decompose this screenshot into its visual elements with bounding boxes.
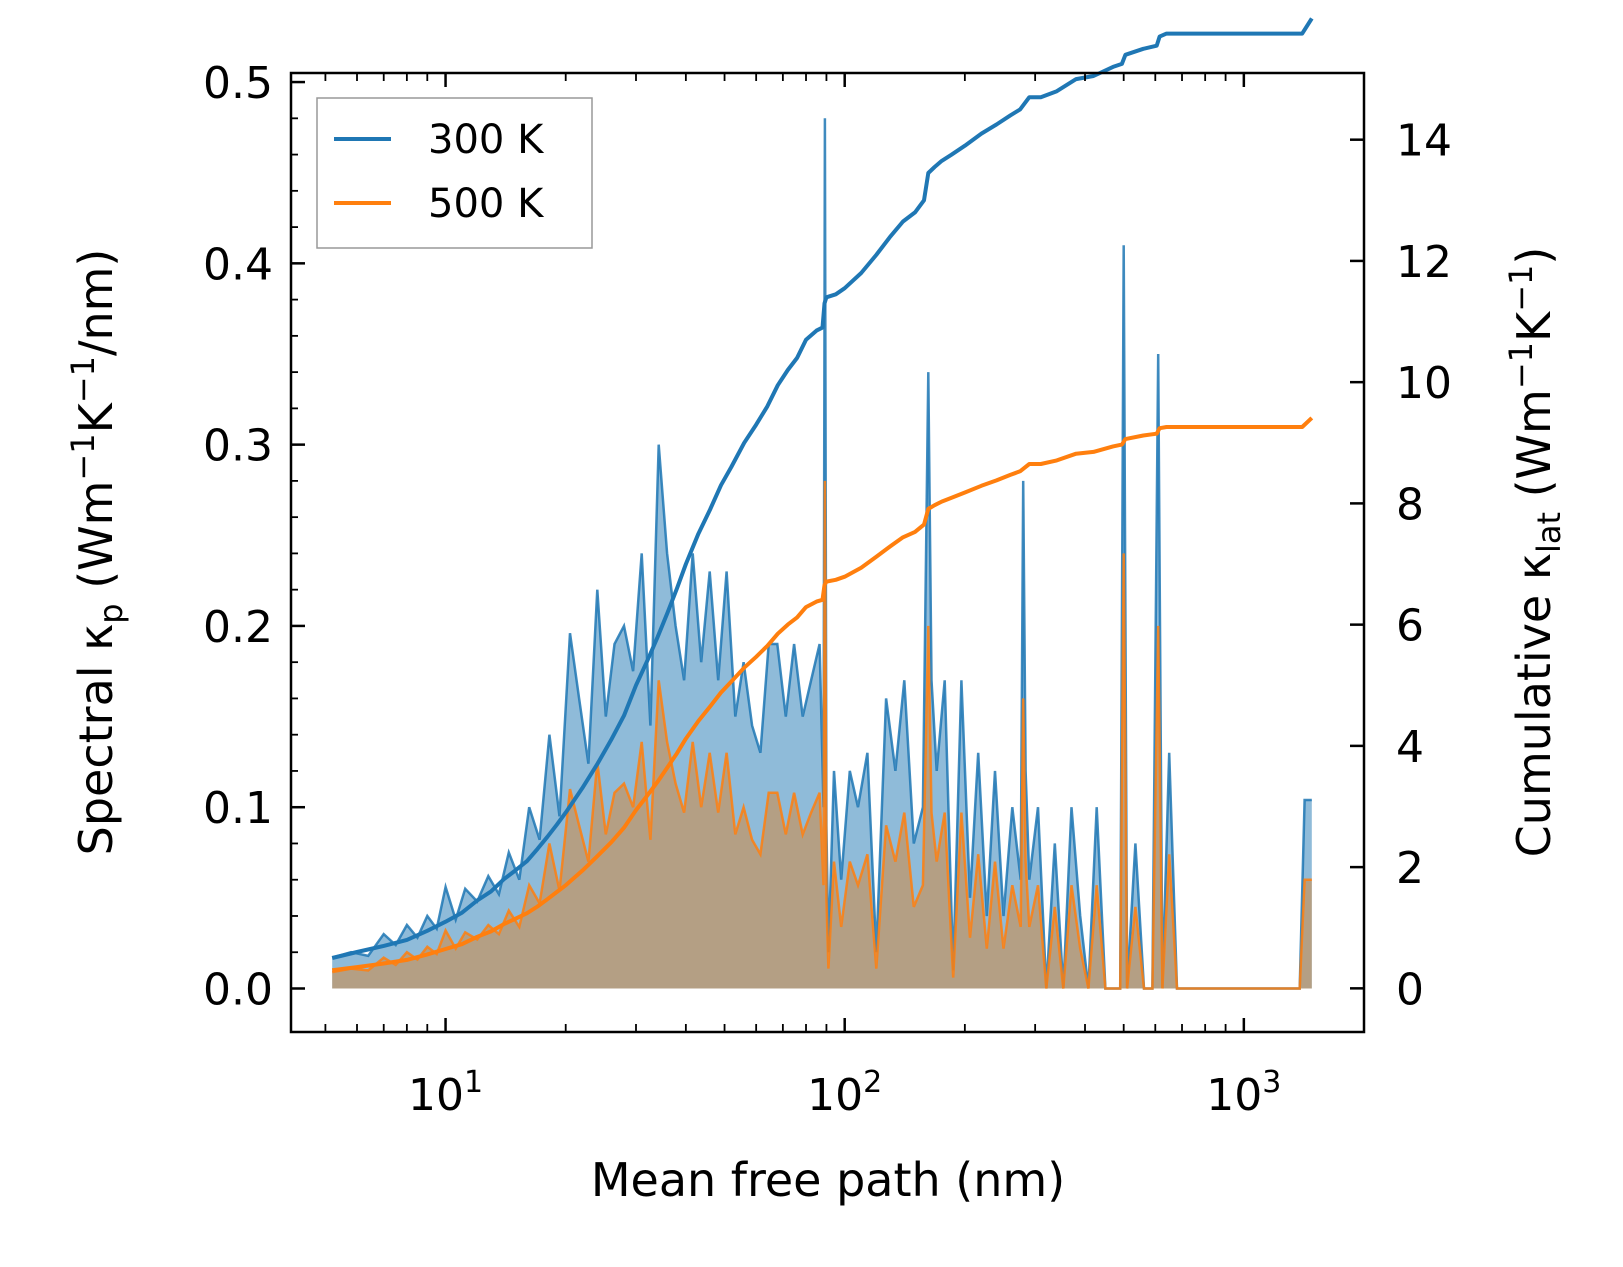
right-tick-label: 4 xyxy=(1396,722,1424,773)
right-tick-label: 2 xyxy=(1396,843,1424,894)
right-tick-label: 10 xyxy=(1396,358,1452,409)
right-tick-label: 0 xyxy=(1396,964,1424,1015)
right-tick-label: 6 xyxy=(1396,601,1424,652)
x-axis-title: Mean free path (nm) xyxy=(591,1153,1065,1207)
left-tick-label: 0.0 xyxy=(203,964,273,1015)
axis-ticks-group xyxy=(291,73,1365,1032)
left-tick-label: 0.5 xyxy=(203,58,273,109)
left-tick-label: 0.2 xyxy=(203,602,273,653)
left-tick-label: 0.3 xyxy=(203,421,273,472)
left-tick-labels: 0.0 0.1 0.2 0.3 0.4 0.5 xyxy=(203,58,273,1015)
cumulative-line-300k xyxy=(331,17,1314,960)
legend-box xyxy=(316,97,593,249)
x-tick-label-10: 101 xyxy=(408,1065,483,1121)
series-line-group xyxy=(331,17,1314,973)
legend: 300 K 500 K xyxy=(316,97,593,249)
right-axis-title: Cumulative κlat (Wm−1K−1) xyxy=(1502,247,1568,858)
spectral-fill-300k xyxy=(332,118,1312,989)
right-tick-label: 8 xyxy=(1396,479,1424,530)
cumulative-line-500k xyxy=(331,416,1314,973)
left-tick-label: 0.1 xyxy=(203,783,273,834)
legend-label-500k: 500 K xyxy=(428,181,545,227)
spectral-fill-500k xyxy=(332,480,1312,989)
legend-label-300k: 300 K xyxy=(428,117,545,163)
right-tick-label: 12 xyxy=(1396,237,1452,288)
left-axis-title: Spectral κp (Wm−1K−1/nm) xyxy=(64,249,130,856)
x-tick-label-1000: 103 xyxy=(1206,1065,1281,1121)
plot-frame xyxy=(289,71,1366,1034)
left-tick-label: 0.4 xyxy=(203,239,273,290)
x-tick-label-100: 102 xyxy=(807,1065,882,1121)
spectral-fill-group xyxy=(331,118,1312,990)
right-tick-label: 14 xyxy=(1396,116,1452,167)
right-tick-labels: 0 2 4 6 8 10 12 14 xyxy=(1396,116,1452,1016)
